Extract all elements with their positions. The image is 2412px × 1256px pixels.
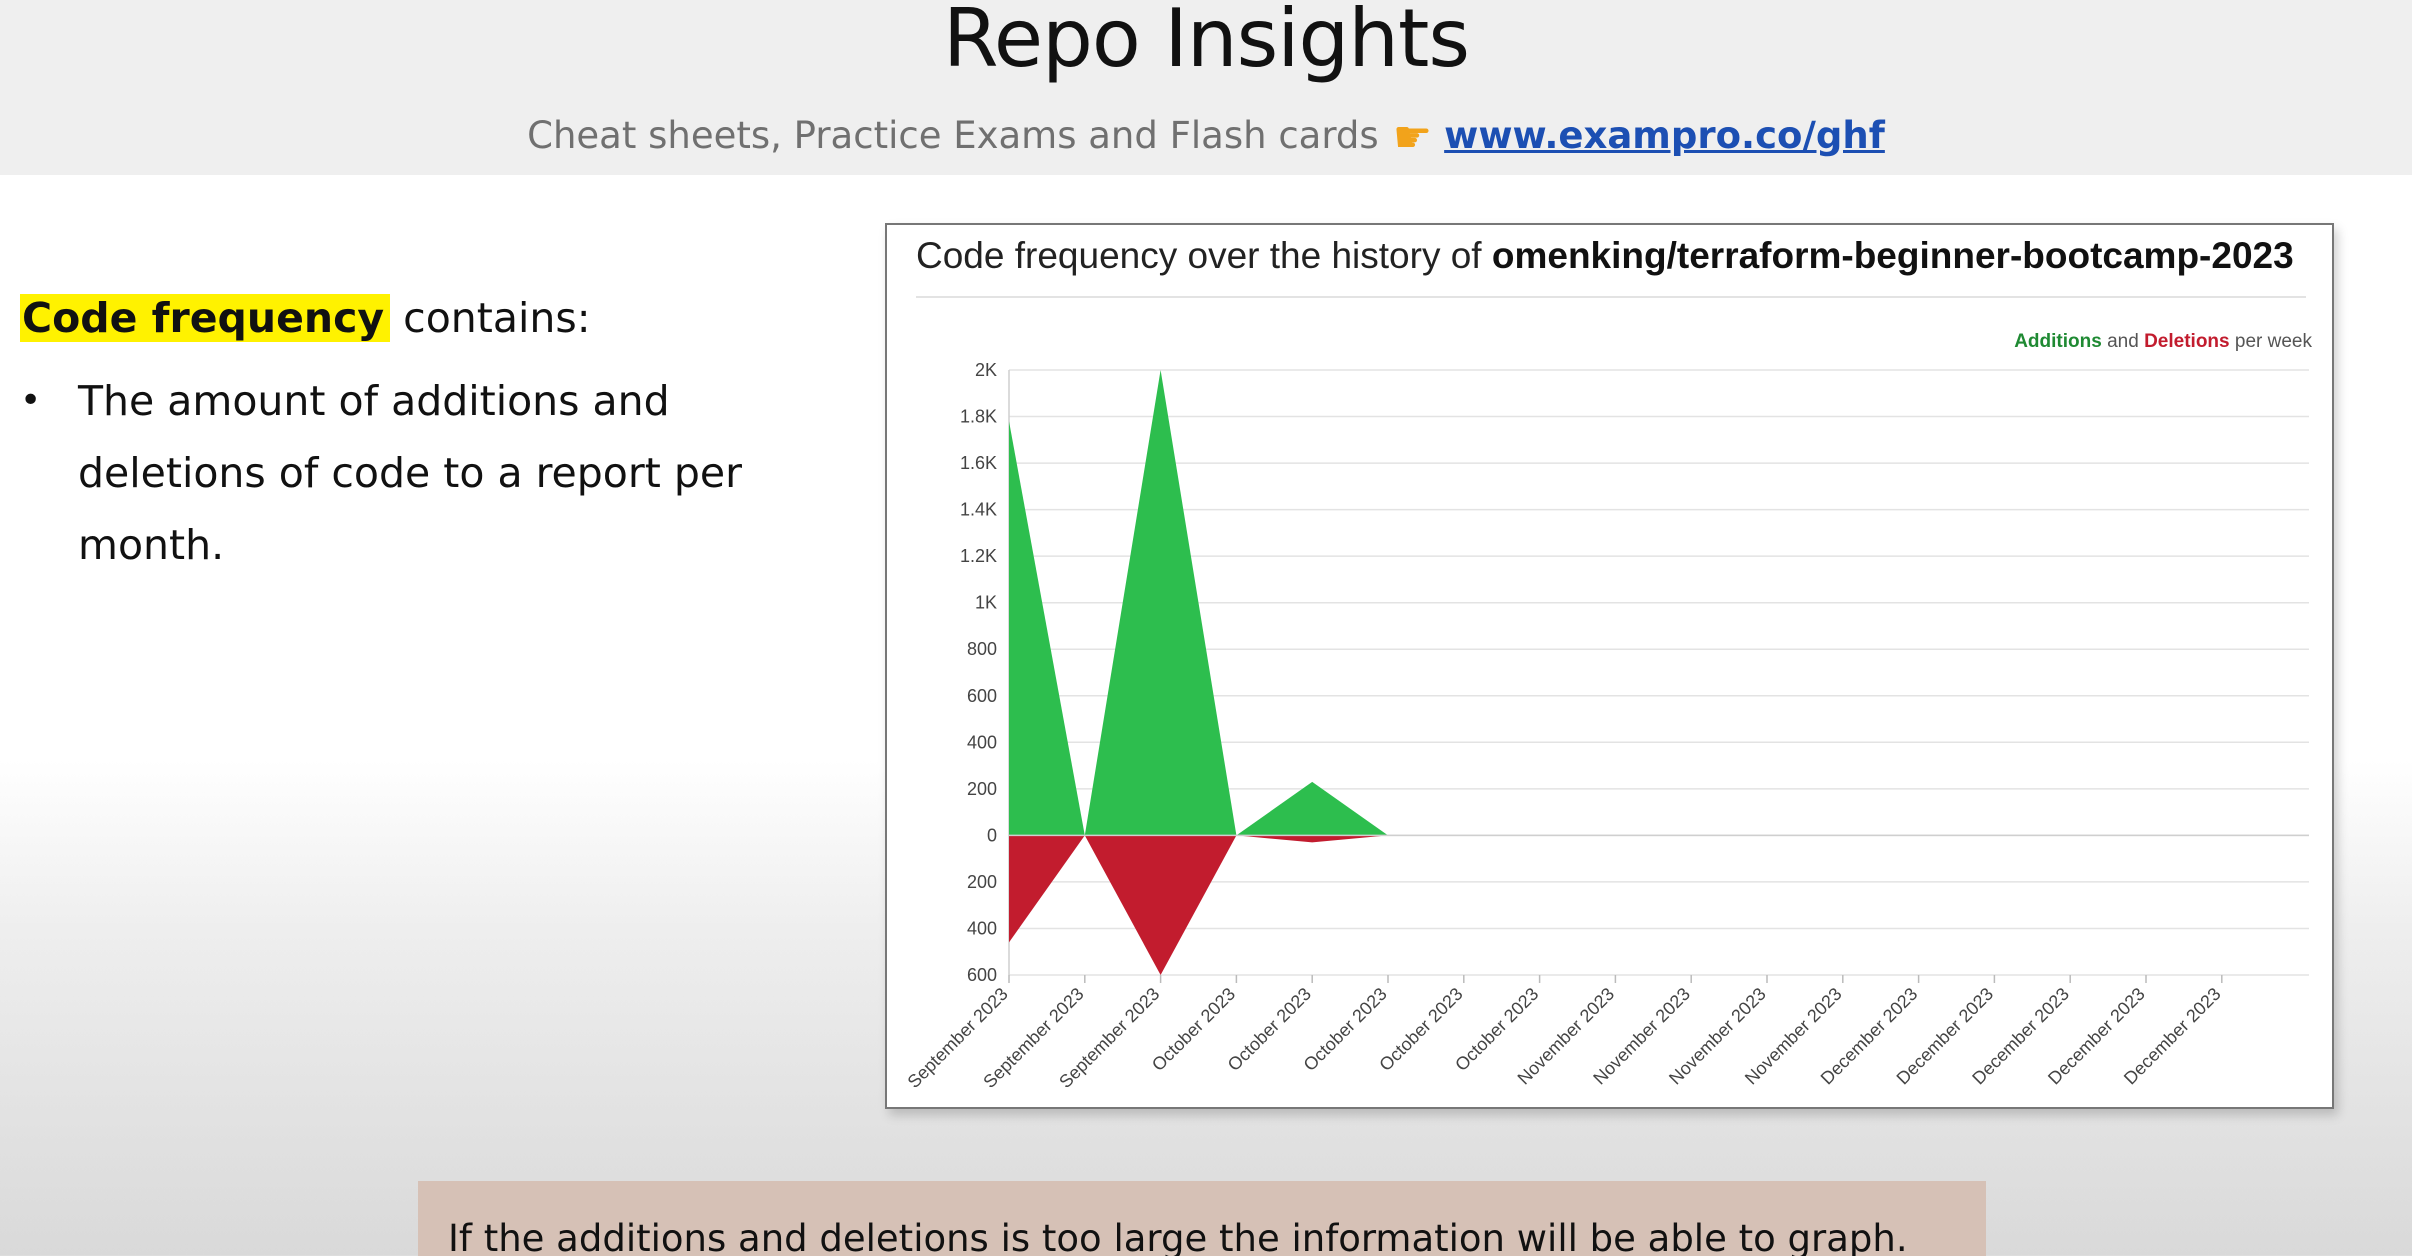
deletions-area [1084,835,1237,975]
bullet-text: The amount of additions and deletions of… [78,377,742,570]
promo-text: Cheat sheets, Practice Exams and Flash c… [527,114,1379,157]
y-tick-label: 1.4K [960,500,997,520]
pointing-hand-icon: ☛ [1392,112,1433,163]
intro-line: Code frequency contains: [20,294,850,343]
chart-title-prefix: Code frequency over the history of [916,235,1482,276]
note-text: If the additions and deletions is too la… [448,1217,1908,1256]
legend-additions: Additions [2014,331,2102,352]
additions-area [1009,421,1085,836]
highlight-term: Code frequency [20,294,391,342]
y-tick-label: 2K [975,360,997,380]
page-title: Repo Insights [942,0,1470,85]
y-tick-label: 400 [967,918,997,938]
contains-label: contains: [403,294,591,342]
code-frequency-chart-card: Code frequency over the history of omenk… [885,223,2334,1109]
code-frequency-chart: 2K 1.8K 1.6K 1.4K 1.2K 1K 800 600 400 200 0 200 400 6… [904,360,2309,1092]
y-tick-label: 600 [967,686,997,706]
y-tick-label: 1.8K [960,407,997,427]
note-box: If the additions and deletions is too la… [418,1181,1986,1256]
chart-legend: Additions and Deletions per week [2014,331,2312,353]
additions-area [1084,370,1237,836]
slide-header [0,0,2412,175]
y-tick-label: 800 [967,639,997,659]
y-tick-label: 600 [967,965,997,985]
left-text-block: Code frequency contains: • The amount of… [20,294,850,581]
promo-line: Cheat sheets, Practice Exams and Flash c… [0,112,2412,163]
legend-suffix: per week [2234,331,2312,352]
deletions-area [1009,835,1085,943]
bullet-icon: • [20,380,42,422]
chart-title: Code frequency over the history of omenk… [916,235,2294,277]
title-divider [916,296,2306,298]
y-tick-label: 1K [975,593,997,613]
chart-repo-name[interactable]: omenking/terraform-beginner-bootcamp-202… [1491,235,2294,276]
y-tick-label: 400 [967,732,997,752]
y-tick-label: 1.2K [960,546,997,566]
legend-and: and [2107,331,2139,352]
bullet-item: • The amount of additions and deletions … [20,365,850,581]
y-tick-label: 200 [967,779,997,799]
legend-deletions: Deletions [2144,331,2230,352]
promo-link[interactable]: www.exampro.co/ghf [1444,114,1885,157]
y-tick-label: 200 [967,872,997,892]
y-tick-label: 0 [987,825,997,845]
y-tick-label: 1.6K [960,453,997,473]
deletions-area [1236,835,1388,843]
additions-area [1236,781,1388,836]
